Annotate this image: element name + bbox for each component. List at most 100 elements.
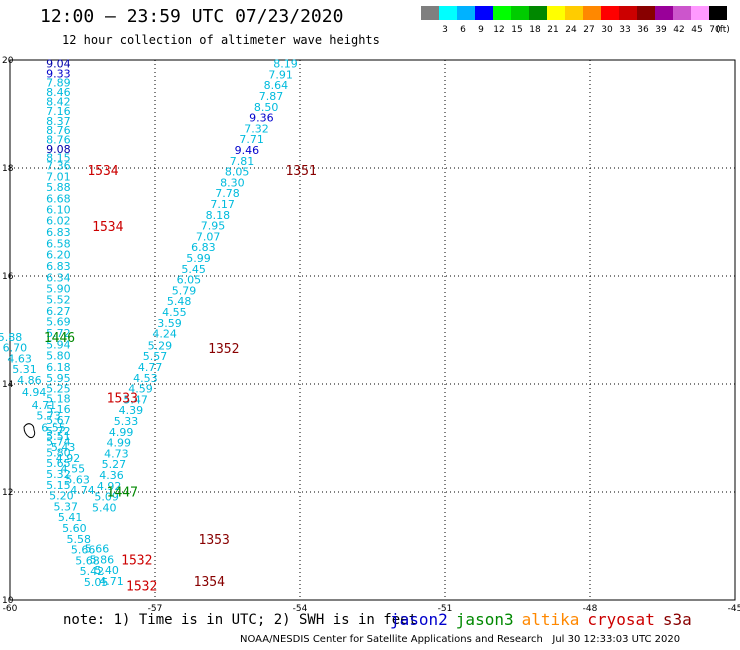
swh-value-label: 9.33 [46,67,71,80]
color-scale-label: 6 [460,25,466,35]
swh-value-label: 4.86 [17,374,42,387]
legend-item-jason2: jason2 [390,610,448,629]
swh-value-label: 4.55 [61,463,86,476]
swh-value-label: 9.04 [46,58,71,71]
swh-value-label: 5.18 [46,392,71,405]
color-scale-label: 45 [691,25,702,35]
swh-value-label: 7.17 [210,198,235,211]
swh-value-label: 6.55 [41,422,66,435]
swh-value-label: 5.47 [123,393,148,406]
swh-value-label: 4.39 [119,404,144,417]
chart-subtitle: 12 hour collection of altimeter wave hei… [62,33,380,47]
swh-value-label: 4.71 [32,399,57,412]
swh-value-label: 7.01 [46,170,71,183]
x-tick-label: -45 [728,604,740,612]
color-swatch [493,6,511,20]
swh-value-label: 8.50 [254,101,279,114]
swh-value-label: 5.43 [51,441,76,454]
swh-value-label: 5.32 [46,468,71,481]
swh-value-label: 5.29 [148,339,173,352]
color-scale-label: 39 [655,25,667,35]
color-scale-label: 42 [673,25,684,35]
swh-value-label: 4.24 [152,328,177,341]
swh-value-label: 7.32 [244,122,269,135]
swh-value-label: 8.76 [46,134,71,147]
swh-value-label: 5.27 [102,458,127,471]
color-swatch [511,6,529,20]
swh-value-label: 5.33 [114,415,139,428]
color-scale-bar [421,6,727,20]
color-scale-label: 70 [709,25,721,35]
swh-value-label: 6.34 [46,271,71,284]
swh-value-label: 7.71 [239,133,264,146]
swh-value-label: 6.05 [177,274,202,287]
y-tick-label: 10 [2,596,14,606]
swh-value-label: 4.53 [133,372,158,385]
swh-value-label: 8.19 [273,58,298,71]
swh-value-label: 8.05 [225,166,250,179]
y-tick-label: 16 [2,272,14,282]
swh-value-label: 6.68 [46,193,71,206]
swh-value-label: 6.83 [46,226,71,239]
color-swatch [547,6,565,20]
color-swatch [673,6,691,20]
x-tick-label: -54 [293,604,308,612]
swh-value-label: 5.40 [92,501,117,514]
swh-value-label: 5.16 [46,403,71,416]
swh-value-label: 6.58 [46,237,71,250]
color-swatch [655,6,673,20]
swh-value-label: 5.63 [65,473,90,486]
y-tick-label: 14 [2,380,14,390]
y-tick-label: 18 [2,164,14,174]
color-swatch [421,6,439,20]
color-scale-label: 33 [619,25,630,35]
legend-item-cryosat: cryosat [587,610,655,629]
color-swatch [439,6,457,20]
swh-value-label: 5.09 [94,491,119,504]
swh-value-label: 8.64 [264,79,289,92]
swh-value-label: 7.16 [46,105,71,118]
color-scale-label: 9 [478,25,484,35]
plot-frame [9,59,736,601]
swh-value-label: 4.92 [56,452,81,465]
swh-value-label: 7.36 [46,160,71,173]
swh-value-label: 6.83 [46,260,71,273]
swh-value-label: 6.70 [3,342,28,355]
swh-value-label: 7.07 [196,230,221,243]
y-tick-label: 20 [2,56,14,66]
swh-value-label: 5.72 [46,425,71,438]
swh-value-label: 5.72 [46,327,71,340]
pass-time-label: 1534 [87,164,118,179]
swh-value-label: 5.20 [49,490,74,503]
pass-time-label: 1447 [107,485,138,500]
swh-value-label: 4.99 [107,437,132,450]
swh-value-label: 7.81 [230,155,255,168]
swh-value-label: 4.59 [128,383,153,396]
swh-value-label: 5.80 [46,446,71,459]
pass-time-label: 1533 [107,391,138,406]
swh-value-label: 9.08 [46,143,71,156]
color-swatch [709,6,727,20]
chart-title: 12:00 – 23:59 UTC 07/23/2020 [40,6,344,27]
swh-value-label: 5.66 [85,542,110,555]
color-scale-unit: (ft) [716,25,730,35]
color-scale-label: 36 [637,25,649,35]
swh-value-label: 8.15 [46,152,71,165]
swh-value-label: 5.48 [167,295,192,308]
swh-value-label: 5.60 [62,522,87,535]
x-tick-label: -60 [3,604,18,612]
swh-value-label: 5.95 [46,372,71,385]
swh-value-label: 5.67 [46,414,71,427]
swh-value-label: 6.18 [46,361,71,374]
color-scale-label: 30 [601,25,613,35]
swh-value-label: 7.95 [201,220,226,233]
swh-value-label: 4.36 [99,469,124,482]
swh-value-label: 6.10 [46,203,71,216]
color-scale-label: 27 [583,25,594,35]
x-tick-label: -51 [438,604,453,612]
swh-value-label: 4.94 [22,386,47,399]
color-scale-label: 15 [511,25,522,35]
credit-line: NOAA/NESDIS Center for Satellite Applica… [240,634,681,645]
swh-value-label: 5.57 [143,350,168,363]
swh-value-label: 5.74 [46,436,71,449]
